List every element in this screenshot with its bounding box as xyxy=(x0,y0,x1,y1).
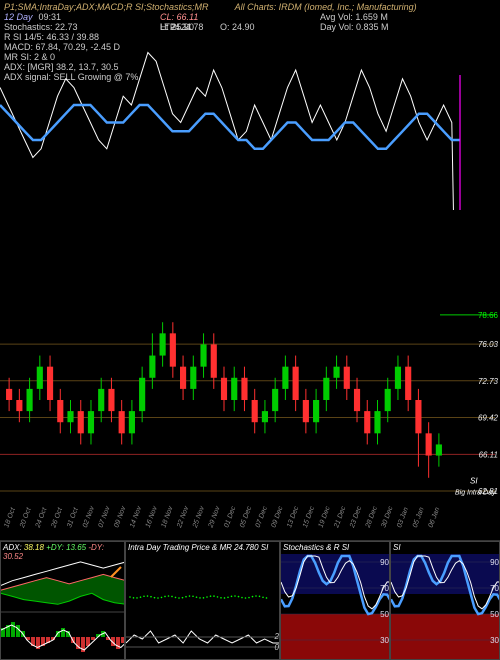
svg-text:21 Dec: 21 Dec xyxy=(333,505,348,530)
svg-text:72.73: 72.73 xyxy=(478,377,499,386)
svg-text:05 Jan: 05 Jan xyxy=(412,506,426,528)
svg-text:18 Oct: 18 Oct xyxy=(3,506,17,529)
svg-text:26 Oct: 26 Oct xyxy=(50,506,64,530)
si-title: SI xyxy=(393,543,401,552)
svg-text:90: 90 xyxy=(380,558,389,567)
svg-text:30 Dec: 30 Dec xyxy=(380,505,394,529)
svg-text:50: 50 xyxy=(490,610,499,619)
svg-text:05 Dec: 05 Dec xyxy=(239,505,253,529)
candle-panel: 76.0372.7369.4266.1162.8178.6618 Oct20 O… xyxy=(0,300,500,535)
svg-text:23 Dec: 23 Dec xyxy=(349,505,364,530)
svg-text:03 Jan: 03 Jan xyxy=(396,506,410,528)
stochastics-panel: Stochastics & R SI 90705030 xyxy=(280,541,390,660)
svg-text:30: 30 xyxy=(490,636,499,645)
svg-text:76.03: 76.03 xyxy=(478,340,499,349)
indicator-list: P1;SMA;IntraDay;ADX;MACD;R SI;Stochastic… xyxy=(4,2,209,12)
svg-text:28 Dec: 28 Dec xyxy=(364,505,379,530)
svg-text:01 Dec: 01 Dec xyxy=(223,505,237,529)
svg-text:SI: SI xyxy=(470,476,478,485)
stoch-title: Stochastics & R SI xyxy=(283,543,349,552)
svg-text:24 Oct: 24 Oct xyxy=(34,506,48,530)
svg-text:19 Dec: 19 Dec xyxy=(318,505,332,529)
intraday-panel: Intra Day Trading Price & MR 24.780 SI 2… xyxy=(125,541,280,660)
svg-text:06 Jan: 06 Jan xyxy=(428,506,442,528)
svg-text:13 Dec: 13 Dec xyxy=(286,505,300,529)
adx-macd-panel: ADX: 38.18 +DY: 13.65 -DY: 30.52 xyxy=(0,541,125,660)
svg-text:Big Intra Day: Big Intra Day xyxy=(455,489,496,496)
intraday-title: Intra Day Trading Price & MR 24.780 SI xyxy=(128,543,268,552)
svg-text:18 Nov: 18 Nov xyxy=(160,505,174,529)
svg-text:78.66: 78.66 xyxy=(478,311,499,320)
avg-vol: Avg Vol: 1.659 M xyxy=(320,12,388,22)
adx-panel-title: ADX: 38.18 +DY: 13.65 -DY: 30.52 xyxy=(3,543,124,561)
svg-text:09 Dec: 09 Dec xyxy=(270,505,284,529)
price-sma-chart xyxy=(0,35,500,210)
svg-text:30: 30 xyxy=(380,636,389,645)
svg-text:66.11: 66.11 xyxy=(479,450,498,459)
chart-title: All Charts: IRDM (Iomed, Inc.; Manufactu… xyxy=(235,2,417,12)
svg-text:90: 90 xyxy=(490,558,499,567)
svg-text:0: 0 xyxy=(275,643,279,652)
si-panel: SI 90705030 xyxy=(390,541,500,660)
bottom-panels: ADX: 38.18 +DY: 13.65 -DY: 30.52 Intra D… xyxy=(0,540,500,660)
svg-text:14 Nov: 14 Nov xyxy=(129,505,143,529)
low-label: L: 24.11 xyxy=(160,22,192,32)
svg-text:29 Nov: 29 Nov xyxy=(207,505,222,530)
svg-text:16 Nov: 16 Nov xyxy=(145,505,159,529)
svg-text:69.42: 69.42 xyxy=(478,414,499,423)
day-label: 12 Day xyxy=(4,12,33,22)
open-label: O: 24.90 xyxy=(220,22,255,32)
close-price: CL: 66.11 xyxy=(160,12,198,22)
svg-text:31 Oct: 31 Oct xyxy=(66,506,80,529)
svg-text:07 Dec: 07 Dec xyxy=(255,505,269,529)
svg-text:2: 2 xyxy=(274,632,279,641)
candlestick-chart: 76.0372.7369.4266.1162.8178.6618 Oct20 O… xyxy=(0,300,500,535)
day-vol: Day Vol: 0.835 M xyxy=(320,22,389,32)
svg-text:22 Nov: 22 Nov xyxy=(176,505,191,530)
svg-text:02 Nov: 02 Nov xyxy=(82,505,96,529)
svg-text:09 Nov: 09 Nov xyxy=(113,505,127,529)
svg-text:15 Dec: 15 Dec xyxy=(302,505,316,529)
svg-text:25 Nov: 25 Nov xyxy=(192,505,207,530)
svg-text:50: 50 xyxy=(380,610,389,619)
svg-text:07 Nov: 07 Nov xyxy=(98,505,112,529)
time-label: 09:31 xyxy=(39,12,62,22)
svg-text:20 Oct: 20 Oct xyxy=(19,506,33,530)
